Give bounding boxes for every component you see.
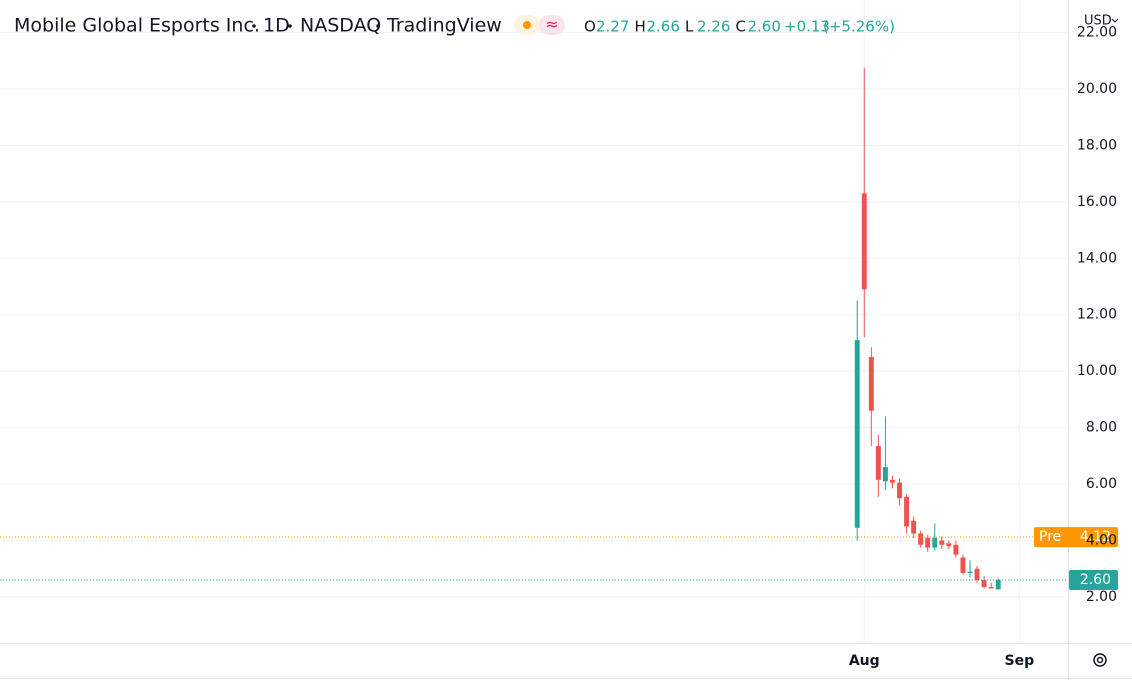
candle-body (904, 496, 910, 527)
candle-body (875, 445, 881, 480)
ohlc-value: 2.26 (697, 18, 730, 36)
y-tick-label: 2.00 (1086, 589, 1117, 605)
y-tick-label: 18.00 (1077, 137, 1117, 153)
y-tick-label: 6.00 (1086, 476, 1117, 492)
candle-body (967, 571, 973, 573)
candle-body (953, 544, 959, 555)
y-tick-label: 4.00 (1086, 533, 1117, 549)
ohlc-key: L (685, 18, 694, 36)
source: TradingView (386, 15, 502, 37)
change-percent: (+5.26%) (823, 18, 895, 36)
price-label: 2.60 (1080, 572, 1111, 588)
candle-body (995, 580, 1001, 590)
candle-body (861, 193, 867, 290)
exchange: NASDAQ (300, 15, 381, 37)
ohlc-key: C (736, 18, 746, 36)
y-tick-label: 12.00 (1077, 307, 1117, 323)
y-tick-label: 22.00 (1077, 24, 1117, 40)
candle-body (960, 557, 966, 573)
y-tick-label: 14.00 (1077, 250, 1117, 266)
candle-body (974, 568, 980, 581)
candle-body (981, 580, 987, 588)
candle-body (890, 479, 895, 483)
currency[interactable]: USD (1084, 14, 1112, 29)
candle-body (925, 537, 931, 548)
ohlc-value: 2.66 (647, 18, 680, 36)
candle-body (911, 520, 917, 534)
candle-body (918, 533, 924, 545)
candle-body (882, 467, 888, 482)
candle-body (932, 537, 938, 548)
ohlc-value: 2.60 (748, 18, 781, 36)
y-tick-label: 16.00 (1077, 194, 1117, 210)
ohlc-key: H (635, 18, 646, 36)
candle-body (854, 340, 860, 528)
candle-body (988, 587, 994, 589)
y-tick-label: 8.00 (1086, 420, 1117, 436)
y-tick-label: 20.00 (1077, 81, 1117, 97)
svg-text:≈: ≈ (545, 15, 558, 34)
price-label-box (1034, 527, 1118, 548)
price-label-box (1069, 570, 1118, 591)
candle-body (897, 482, 902, 499)
x-tick-label: Sep (1005, 653, 1035, 669)
price-label: 4.12 (1080, 529, 1111, 545)
market-status-icons[interactable]: ≈ (514, 15, 565, 36)
ohlc-value: 2.27 (596, 18, 629, 36)
candle-body (868, 357, 874, 411)
ohlc-key: O (584, 18, 596, 36)
change: +0.13 (784, 18, 830, 36)
interval[interactable]: 1D (263, 15, 290, 37)
settings-icon[interactable] (1093, 653, 1107, 667)
price-label-name: Pre (1039, 529, 1061, 545)
chart-title: Mobile Global Esports Inc. (14, 15, 260, 37)
y-tick-label: 10.00 (1077, 363, 1117, 379)
candle-body (939, 540, 945, 545)
x-tick-label: Aug (849, 653, 880, 669)
candle-body (946, 543, 952, 547)
